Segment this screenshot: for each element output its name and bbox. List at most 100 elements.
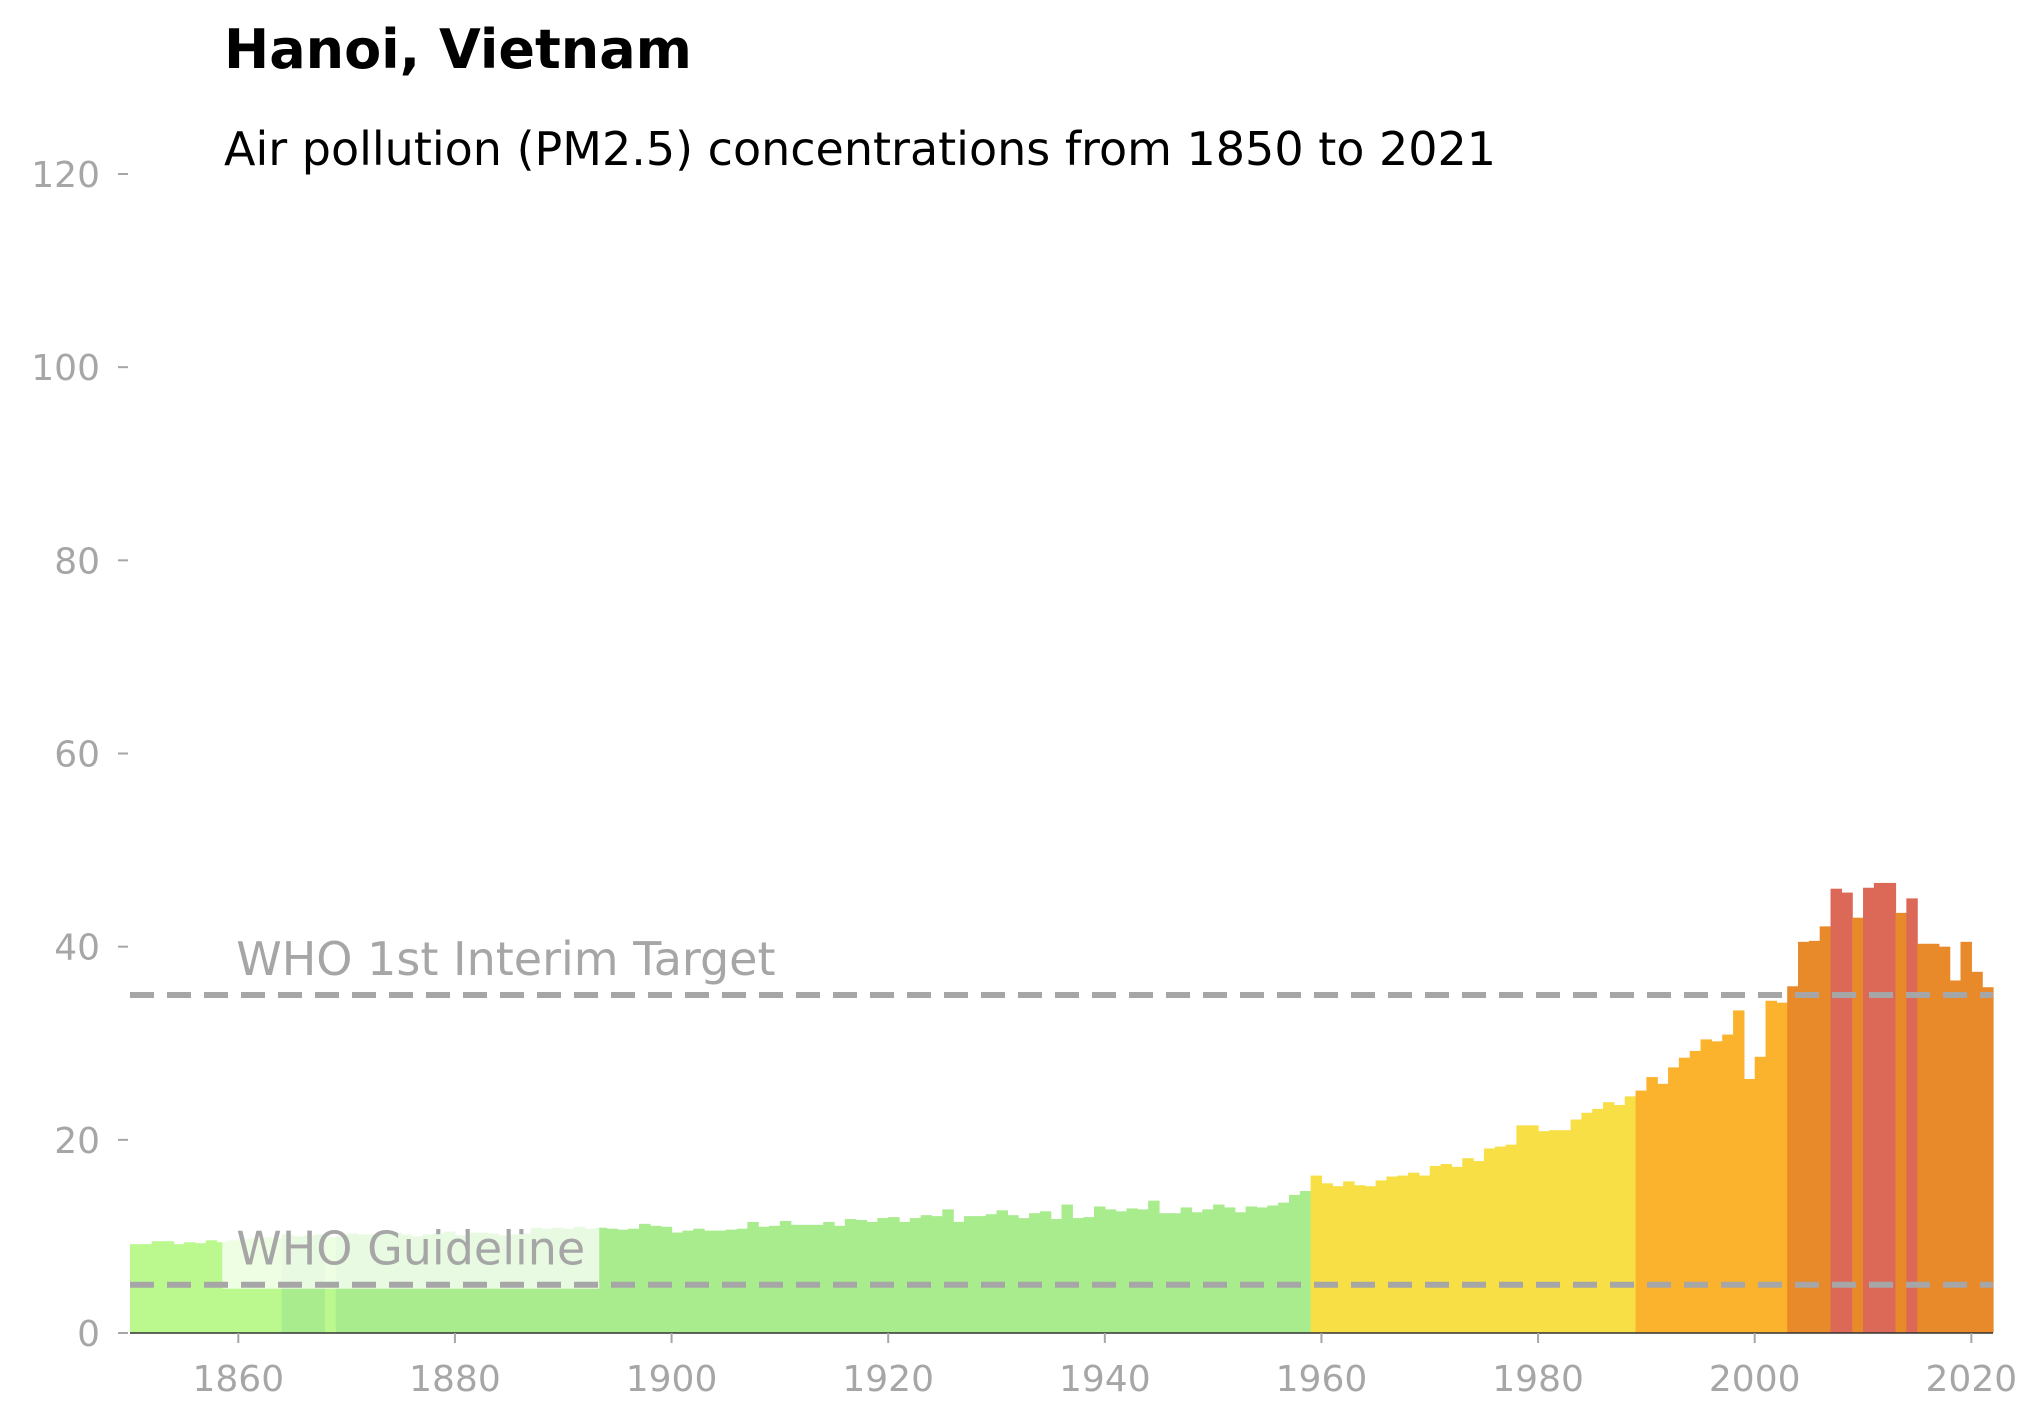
reference-lines-group: WHO Guideline WHO 1st Interim Target [130,923,1993,1289]
bar-2017 [1938,946,1951,1333]
bar-1895 [617,1229,629,1333]
bar-1922 [909,1218,922,1333]
bar-1928 [974,1216,987,1333]
bar-1948 [1191,1212,1203,1333]
bar-1931 [1007,1215,1019,1333]
bar-2012 [1884,882,1897,1333]
bar-1969 [1418,1175,1431,1333]
bar-1940 [1104,1209,1117,1333]
bar-1939 [1093,1206,1106,1333]
bar-1965 [1375,1180,1388,1333]
y-tick-label: 60 [54,735,100,776]
bar-2001 [1765,1000,1777,1333]
bar-1981 [1548,1130,1561,1333]
bar-1979 [1527,1125,1539,1333]
bar-1995 [1700,1039,1712,1333]
bar-1942 [1126,1208,1138,1333]
bar-1851 [140,1244,153,1333]
bar-1899 [660,1226,673,1333]
bar-1917 [855,1219,868,1333]
bar-1980 [1538,1131,1550,1333]
bar-1893 [595,1227,608,1333]
ref-label-0: WHO Guideline [236,1222,585,1276]
bar-2007 [1830,888,1842,1333]
bar-1987 [1613,1105,1626,1333]
bar-1894 [606,1228,619,1333]
ref-label-bg-0 [222,1213,600,1289]
bar-1906 [736,1228,748,1333]
bar-1964 [1364,1186,1377,1333]
bar-1974 [1473,1161,1485,1333]
bar-1988 [1624,1096,1637,1333]
bar-1937 [1072,1218,1084,1333]
bar-2018 [1949,980,1962,1333]
bar-1983 [1570,1119,1583,1333]
bar-1944 [1148,1200,1160,1333]
bar-2006 [1819,926,1832,1333]
bar-1905 [725,1229,738,1333]
bar-1918 [866,1221,878,1333]
x-tick-label: 2020 [1926,1359,2018,1400]
bar-1910 [779,1220,792,1333]
x-axis: 1860 1880 1900 1920 1940 1960 1980 2000 2020 [130,1332,2018,1400]
bar-1907 [747,1221,759,1333]
bar-1856 [194,1243,207,1333]
bar-2021 [1982,987,1994,1333]
bar-1941 [1115,1211,1128,1333]
bar-1934 [1039,1211,1052,1333]
x-tick-label: 1940 [1059,1359,1151,1400]
bar-2015 [1917,943,1929,1333]
bar-1970 [1429,1165,1442,1333]
bar-1945 [1158,1213,1171,1333]
bar-1952 [1234,1212,1247,1333]
bar-1896 [628,1228,640,1333]
bar-2008 [1841,892,1853,1333]
bar-1962 [1343,1181,1355,1333]
x-tick-label: 1860 [193,1359,285,1400]
y-tick-label: 40 [54,928,100,969]
bar-1933 [1029,1213,1041,1333]
bar-1924 [931,1216,943,1333]
bar-2019 [1960,941,1972,1333]
bar-1916 [844,1219,857,1333]
chart-subtitle: Air pollution (PM2.5) concentrations fro… [224,122,1496,176]
bar-1989 [1635,1090,1647,1333]
bar-2009 [1852,917,1864,1333]
bar-1914 [823,1221,835,1333]
x-tick-label: 2000 [1709,1359,1801,1400]
bar-1958 [1299,1191,1312,1333]
bar-2014 [1906,898,1918,1333]
bar-1938 [1083,1217,1095,1333]
x-tick-label: 1980 [1492,1359,1584,1400]
bar-1950 [1213,1204,1225,1333]
bar-1949 [1202,1209,1214,1333]
bar-1954 [1256,1207,1268,1333]
bar-1898 [649,1225,662,1333]
bar-1921 [899,1221,911,1333]
bar-1978 [1516,1125,1528,1333]
bar-1977 [1505,1144,1518,1333]
bar-2005 [1808,940,1821,1333]
bar-1927 [964,1216,976,1333]
x-tick-label: 1900 [626,1359,718,1400]
bar-1908 [758,1226,770,1333]
ref-label-1: WHO 1st Interim Target [236,932,775,986]
x-tick-label: 1920 [842,1359,934,1400]
y-tick-label: 0 [77,1314,100,1355]
bar-1992 [1668,1067,1680,1333]
bar-1903 [704,1230,716,1333]
bar-1926 [953,1221,965,1333]
bar-1993 [1678,1057,1691,1333]
bar-1852 [151,1241,164,1333]
bar-1936 [1061,1204,1073,1333]
bar-1919 [877,1218,889,1333]
ref-label-bg-1 [222,923,790,999]
bar-1982 [1559,1130,1572,1333]
bar-1961 [1332,1186,1344,1333]
bar-2013 [1895,912,1907,1333]
bar-1956 [1278,1202,1290,1333]
bar-1953 [1245,1206,1258,1333]
bar-1850 [130,1244,142,1333]
y-tick-label: 80 [54,541,100,582]
